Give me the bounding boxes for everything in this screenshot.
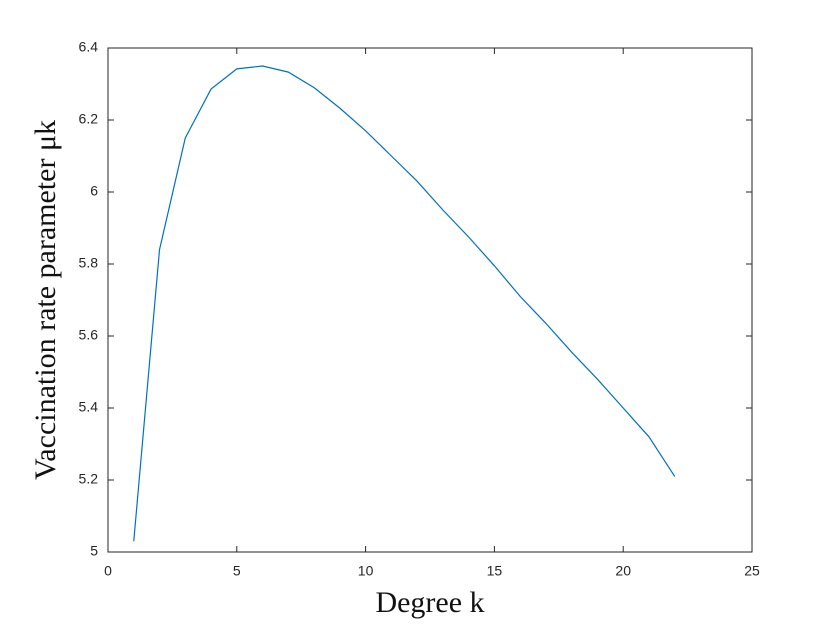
x-tick-label: 0 xyxy=(104,563,112,579)
x-tick-label: 25 xyxy=(744,563,760,579)
y-tick-label: 6 xyxy=(90,183,98,199)
x-tick-label: 5 xyxy=(233,563,241,579)
y-tick-label: 5.6 xyxy=(79,327,99,343)
x-axis-label: Degree k xyxy=(375,586,484,619)
data-line xyxy=(133,65,676,542)
x-tick-label: 20 xyxy=(615,563,631,579)
x-tick-label: 15 xyxy=(487,563,503,579)
y-tick-label: 5.4 xyxy=(79,399,99,415)
y-tick-label: 6.2 xyxy=(79,111,99,127)
y-tick-label: 6.4 xyxy=(79,39,99,55)
plot-area xyxy=(107,47,753,553)
y-tick-label: 5 xyxy=(90,543,98,559)
x-tick-label: 10 xyxy=(358,563,374,579)
y-tick-label: 5.2 xyxy=(79,471,99,487)
y-axis-label: Vaccination rate parameter μk xyxy=(29,120,62,480)
y-tick-label: 5.8 xyxy=(79,255,99,271)
